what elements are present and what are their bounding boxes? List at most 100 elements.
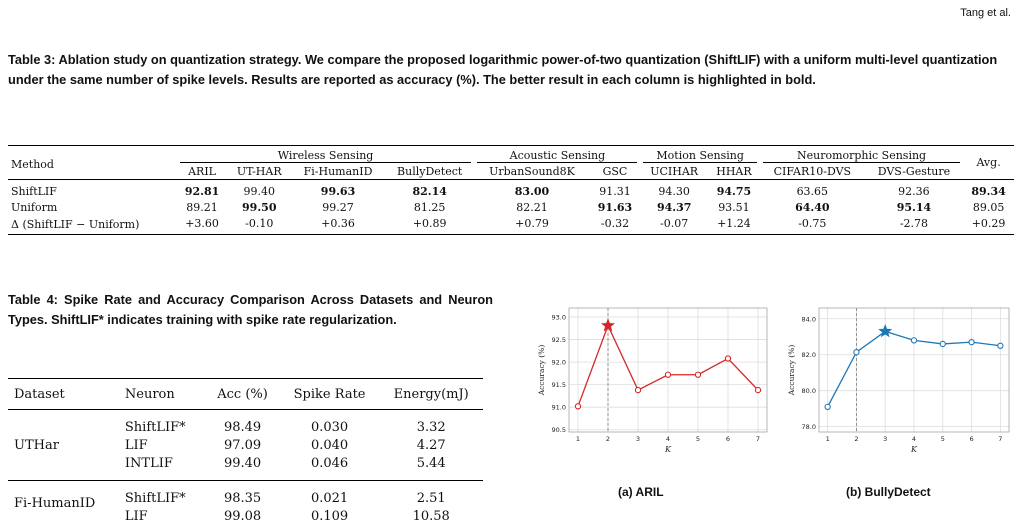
table4-value-cell: ShiftLIF* — [124, 490, 186, 506]
table3-column-header: HHAR — [716, 164, 752, 178]
subcaption-aril: (a) ARIL — [618, 485, 664, 499]
table3-value-cell: +0.79 — [515, 216, 549, 230]
chart-aril-x-axis-label: K — [664, 445, 672, 454]
table3-group-header: Acoustic Sensing — [477, 146, 638, 163]
table3-method-cell: Uniform — [11, 200, 58, 214]
chart-aril-ytick-label: 92.0 — [552, 359, 566, 367]
table3-value-cell: 93.51 — [718, 200, 750, 214]
chart-aril-data-point — [574, 403, 582, 410]
chart-aril-ytick-label: 90.5 — [552, 426, 566, 434]
table3-value-cell: +3.60 — [185, 216, 219, 230]
chart-bullydetect: 78.0 80.0 82.0 84.0 1 2 3 4 5 6 7 K Accuracy (%) — [787, 307, 1010, 454]
chart-aril: 90.5 91.0 91.5 92.0 92.5 93.0 1 2 3 4 5 6 7 K Accuracy… — [537, 307, 768, 454]
table4-value-cell: 3.32 — [416, 419, 446, 435]
table3-value-cell: 92.36 — [898, 184, 930, 198]
table3-value-cell: 64.40 — [795, 200, 830, 214]
table3-caption: Table 3: Ablation study on quantization … — [8, 52, 998, 87]
table4-value-cell: LIF — [124, 508, 148, 524]
table4-header: Spike Rate — [293, 386, 366, 402]
table3-value-cell: 99.63 — [320, 184, 356, 198]
table4-caption: Table 4: Spike Rate and Accuracy Compari… — [8, 292, 493, 327]
table4-dataset-cell: Fi-HumanID — [14, 495, 96, 511]
chart-aril-best-point-star — [601, 318, 615, 332]
table3-value-cell: +0.29 — [971, 216, 1006, 230]
table-row: UTHar ShiftLIF* 98.49 0.030 3.32 — [8, 409, 483, 481]
table4: Dataset Neuron Acc (%) Spike Rate Energy(mJ)… — [8, 378, 483, 525]
table3-value-cell: 63.65 — [796, 184, 829, 198]
table3-column-header: UCIHAR — [650, 164, 699, 178]
table3-column-header: CIFAR10-DVS — [773, 164, 852, 178]
chart-bullydetect-xtick-label: 7 — [998, 435, 1002, 443]
table3-value-cell: 81.25 — [413, 200, 446, 214]
chart-aril-data-point — [634, 386, 642, 394]
chart-aril-xtick-label: 4 — [666, 435, 670, 443]
table3-group-header: Neuromorphic Sensing — [762, 146, 961, 163]
table3-value-cell: -0.07 — [660, 216, 689, 230]
table3-column-header: ARIL — [188, 164, 216, 178]
table3: Method Wireless Sensing Acoustic Sensing… — [8, 145, 1014, 235]
table-row: LIF 97.09 0.040 4.27 — [8, 436, 483, 454]
table3-value-cell: 82.14 — [412, 184, 447, 198]
chart-bullydetect-ytick-label: 80.0 — [802, 387, 816, 395]
chart-bullydetect-data-point — [824, 403, 831, 410]
table3-value-cell: 99.40 — [243, 184, 276, 198]
chart-aril-data-point — [724, 355, 732, 362]
chart-bullydetect-y-axis-label: Accuracy (%) — [787, 345, 796, 397]
table4-value-cell: 99.40 — [205, 454, 280, 481]
running-header: Tang et al. — [960, 7, 1011, 19]
chart-bullydetect-xtick-label: 2 — [854, 435, 858, 443]
chart-aril-y-axis-label: Accuracy (%) — [537, 345, 546, 397]
chart-bullydetect-data-point — [939, 340, 946, 348]
table3-value-cell: -0.75 — [798, 216, 827, 230]
table4-value-cell: 0.040 — [310, 437, 349, 453]
subcaption-bullydetect: (b) BullyDetect — [846, 485, 931, 499]
chart-bullydetect-x-axis-label: K — [910, 445, 918, 454]
table4-value-cell: 0.021 — [310, 490, 349, 506]
table4-value-cell: 98.35 — [223, 490, 262, 506]
chart-bullydetect-data-point — [997, 342, 1004, 349]
table3-column-header: Fi-HumanID — [303, 164, 373, 178]
table4-value-cell: 2.51 — [416, 490, 446, 506]
chart-aril-xtick-label: 1 — [576, 435, 580, 443]
chart-aril-ytick-label: 91.0 — [552, 404, 566, 412]
table3-method-cell: Δ (ShiftLIF − Uniform) — [11, 218, 140, 231]
table4-header: Dataset — [14, 386, 65, 402]
table3-value-cell: 82.21 — [516, 200, 548, 214]
table3-value-cell: 94.37 — [656, 200, 692, 214]
table3-value-cell: 94.75 — [716, 184, 752, 198]
table4-value-cell: 0.046 — [279, 454, 380, 481]
chart-bullydetect-xtick-label: 4 — [912, 435, 916, 443]
chart-bullydetect-xtick-label: 5 — [941, 435, 945, 443]
chart-aril-data-point — [754, 386, 762, 394]
chart-bullydetect-data-point — [910, 337, 918, 344]
table3-value-cell: 99.50 — [242, 200, 277, 214]
table3-value-cell: 89.05 — [972, 200, 1005, 214]
table4-value-cell: 97.09 — [223, 437, 262, 453]
table-row: Δ (ShiftLIF − Uniform) +3.60 -0.10 +0.36 +0.… — [8, 215, 1014, 235]
table3-value-cell: 99.27 — [322, 200, 354, 214]
table4-value-cell: 0.030 — [310, 419, 349, 435]
table3-value-cell: 91.63 — [597, 200, 633, 214]
chart-aril-data-point — [664, 371, 672, 378]
chart-aril-plot-frame — [568, 307, 768, 433]
table3-value-cell: 91.31 — [599, 184, 631, 198]
table3-column-header: BullyDetect — [397, 164, 463, 178]
chart-aril-ytick-label: 92.5 — [552, 336, 566, 344]
table4-value-cell: 5.44 — [379, 454, 483, 481]
table3-value-cell: 89.34 — [971, 184, 1006, 198]
table4-header: Energy(mJ) — [393, 386, 469, 402]
table-row: Uniform 89.21 99.50 99.27 81.25 82.21 91.63 94.… — [8, 199, 1014, 215]
table-row: Fi-HumanID ShiftLIF* 98.35 0.021 2.51 — [8, 481, 483, 511]
chart-aril-xtick-label: 5 — [696, 435, 700, 443]
chart-bullydetect-best-point-star — [878, 324, 893, 338]
chart-bullydetect-ytick-label: 78.0 — [802, 423, 816, 431]
table-row: ShiftLIF 92.81 99.40 99.63 82.14 83.00 91.31 94… — [8, 180, 1014, 200]
table3-value-cell: 94.30 — [658, 184, 690, 198]
table3-value-cell: +0.36 — [321, 216, 355, 230]
table4-value-cell: 99.08 — [223, 508, 262, 524]
table-row: INTLIF 99.40 0.046 5.44 — [8, 454, 483, 481]
table3-column-header: DVS-Gesture — [877, 164, 951, 178]
chart-aril-ytick-label: 93.0 — [552, 314, 566, 322]
chart-aril-xtick-label: 7 — [756, 435, 760, 443]
chart-aril-ytick-label: 91.5 — [552, 381, 566, 389]
